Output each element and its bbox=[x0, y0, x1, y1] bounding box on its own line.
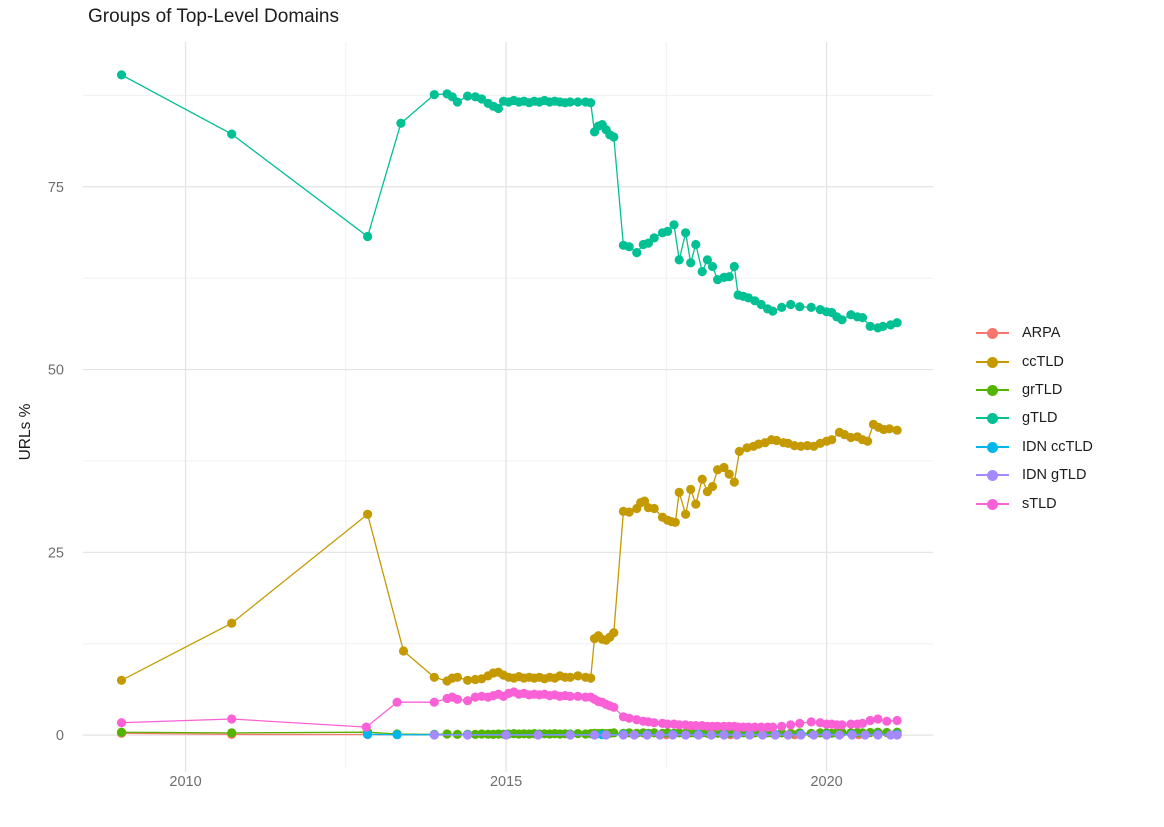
legend-label: sTLD bbox=[1022, 495, 1057, 512]
legend-label: ARPA bbox=[1022, 325, 1061, 342]
minor-gridlines bbox=[83, 42, 933, 768]
svg-text:2020: 2020 bbox=[810, 774, 842, 790]
series-points-idn-gtld bbox=[429, 730, 902, 740]
legend-key-icon bbox=[976, 326, 1009, 340]
x-axis-tick-labels: 2010 2015 2020 bbox=[169, 774, 842, 790]
legend-key-icon bbox=[976, 383, 1009, 397]
legend-key-icon bbox=[976, 497, 1009, 511]
legend-item-gtld: gTLD bbox=[976, 404, 1093, 432]
legend-item-idn-cctld: IDN ccTLD bbox=[976, 433, 1093, 461]
legend-label: IDN gTLD bbox=[1022, 467, 1087, 484]
major-gridlines bbox=[83, 42, 933, 772]
series-cctld bbox=[116, 419, 902, 686]
series-points-stld bbox=[116, 687, 902, 732]
series-stld bbox=[116, 687, 902, 732]
legend-key-icon bbox=[976, 468, 1009, 482]
y-axis-tick-labels: 0 25 50 75 bbox=[48, 180, 64, 744]
legend-item-grtld: grTLD bbox=[976, 376, 1093, 404]
legend-item-cctld: ccTLD bbox=[976, 347, 1093, 375]
legend-label: grTLD bbox=[1022, 381, 1063, 398]
svg-text:2010: 2010 bbox=[169, 774, 201, 790]
chart-title: Groups of Top-Level Domains bbox=[88, 6, 339, 27]
series-points-cctld bbox=[116, 419, 902, 686]
legend-label: gTLD bbox=[1022, 410, 1058, 427]
series-gtld bbox=[116, 70, 902, 333]
legend: ARPA ccTLD grTLD gTLD IDN ccTLD IDN gTLD sTLD bbox=[976, 319, 1093, 518]
legend-key-icon bbox=[976, 411, 1009, 425]
series-idn-gtld bbox=[429, 730, 902, 740]
svg-text:75: 75 bbox=[48, 180, 64, 196]
series-points-gtld bbox=[116, 70, 902, 333]
legend-item-arpa: ARPA bbox=[976, 319, 1093, 347]
svg-text:2015: 2015 bbox=[490, 774, 522, 790]
legend-label: IDN ccTLD bbox=[1022, 438, 1093, 455]
legend-label: ccTLD bbox=[1022, 353, 1064, 370]
legend-item-idn-gtld: IDN gTLD bbox=[976, 461, 1093, 489]
legend-key-icon bbox=[976, 440, 1009, 454]
legend-key-icon bbox=[976, 355, 1009, 369]
svg-text:50: 50 bbox=[48, 363, 64, 379]
svg-text:0: 0 bbox=[56, 728, 64, 744]
legend-item-stld: sTLD bbox=[976, 489, 1093, 517]
svg-text:25: 25 bbox=[48, 545, 64, 561]
